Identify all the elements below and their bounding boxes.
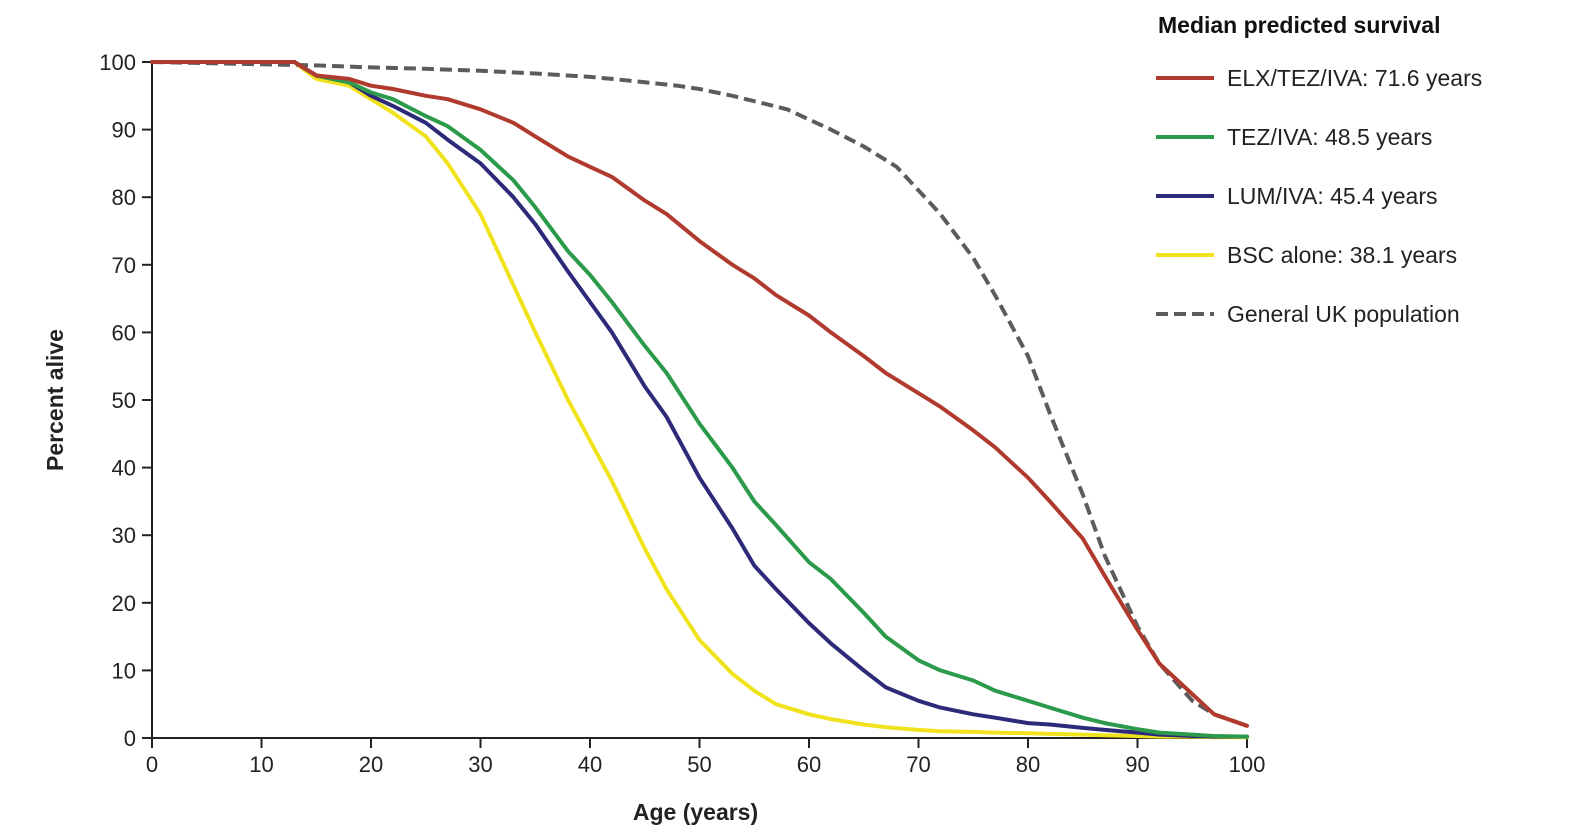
y-ticks: 0 10 20 30 40 50 60 70 80 90 100	[99, 50, 152, 751]
legend-item-label: General UK population	[1227, 301, 1460, 327]
y-tick-label: 10	[112, 658, 136, 683]
x-tick-label: 90	[1125, 752, 1149, 777]
legend-item-label: BSC alone: 38.1 years	[1227, 242, 1457, 268]
legend-title: Median predicted survival	[1158, 12, 1440, 38]
y-tick-label: 60	[112, 320, 136, 345]
axes: 0 10 20 30 40 50 60 70 80 90 100 0 10 20 30 40 50 60 70 80…	[99, 50, 1265, 777]
x-axis-title: Age (years)	[633, 799, 758, 825]
y-tick-label: 50	[112, 388, 136, 413]
legend-item-label: TEZ/IVA: 48.5 years	[1227, 124, 1432, 150]
legend-item-label: ELX/TEZ/IVA: 71.6 years	[1227, 65, 1482, 91]
x-tick-label: 40	[578, 752, 602, 777]
y-tick-label: 0	[124, 726, 136, 751]
x-tick-label: 100	[1229, 752, 1266, 777]
x-tick-label: 60	[797, 752, 821, 777]
legend-item-label: LUM/IVA: 45.4 years	[1227, 183, 1438, 209]
series-line-1	[150, 60, 1249, 739]
legend: Median predicted survival ELX/TEZ/IVA: 7…	[1156, 12, 1482, 327]
y-tick-label: 40	[112, 456, 136, 481]
x-tick-label: 30	[468, 752, 492, 777]
y-tick-label: 90	[112, 118, 136, 143]
x-tick-label: 20	[359, 752, 383, 777]
y-axis-title: Percent alive	[42, 329, 68, 471]
x-tick-label: 50	[687, 752, 711, 777]
y-tick-label: 80	[112, 185, 136, 210]
series-lines	[150, 60, 1249, 740]
x-ticks: 0 10 20 30 40 50 60 70 80 90 100	[146, 738, 1265, 777]
y-tick-label: 30	[112, 523, 136, 548]
y-tick-label: 70	[112, 253, 136, 278]
series-line-3	[150, 60, 1249, 740]
x-tick-label: 80	[1016, 752, 1040, 777]
series-line-4	[151, 60, 1248, 728]
x-tick-label: 10	[249, 752, 273, 777]
series-line-2	[150, 60, 1249, 739]
x-tick-label: 70	[906, 752, 930, 777]
series-line-0	[150, 60, 1249, 728]
y-tick-label: 100	[99, 50, 136, 75]
legend-items: ELX/TEZ/IVA: 71.6 years TEZ/IVA: 48.5 yea…	[1156, 65, 1482, 327]
x-tick-label: 0	[146, 752, 158, 777]
y-tick-label: 20	[112, 591, 136, 616]
